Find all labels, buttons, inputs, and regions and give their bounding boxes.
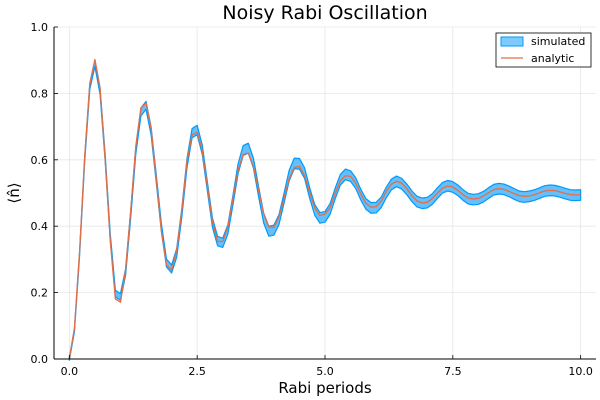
x-axis-label: Rabi periods xyxy=(278,379,372,397)
y-axis-label: ⟨n̂⟩ xyxy=(5,182,23,203)
tick-labels: 0.0 2.5 5.0 7.5 10.0 0.0 0.2 0.4 0.6 0.8 1.0 xyxy=(31,21,593,378)
chart-title: Noisy Rabi Oscillation xyxy=(222,2,427,24)
x-tick-label: 10.0 xyxy=(568,365,593,378)
grid xyxy=(54,26,596,360)
y-tick-label: 1.0 xyxy=(31,21,49,34)
x-tick-label: 5.0 xyxy=(316,365,334,378)
x-tick-label: 7.5 xyxy=(444,365,462,378)
series-simulated-band xyxy=(68,59,582,361)
series-analytic-line xyxy=(68,58,581,360)
plot-area xyxy=(68,58,582,361)
y-tick-label: 0.8 xyxy=(31,87,49,100)
legend-label-simulated: simulated xyxy=(531,35,585,48)
y-tick-label: 0.0 xyxy=(31,353,49,366)
y-tick-label: 0.2 xyxy=(31,287,49,300)
y-tick-label: 0.6 xyxy=(31,154,49,167)
axes xyxy=(53,26,596,360)
x-tick-label: 2.5 xyxy=(188,365,206,378)
x-tick-label: 0.0 xyxy=(61,365,79,378)
legend-label-analytic: analytic xyxy=(531,52,574,65)
y-tick-label: 0.4 xyxy=(31,220,49,233)
legend: simulated analytic xyxy=(495,32,592,68)
legend-swatch-simulated xyxy=(500,36,524,47)
